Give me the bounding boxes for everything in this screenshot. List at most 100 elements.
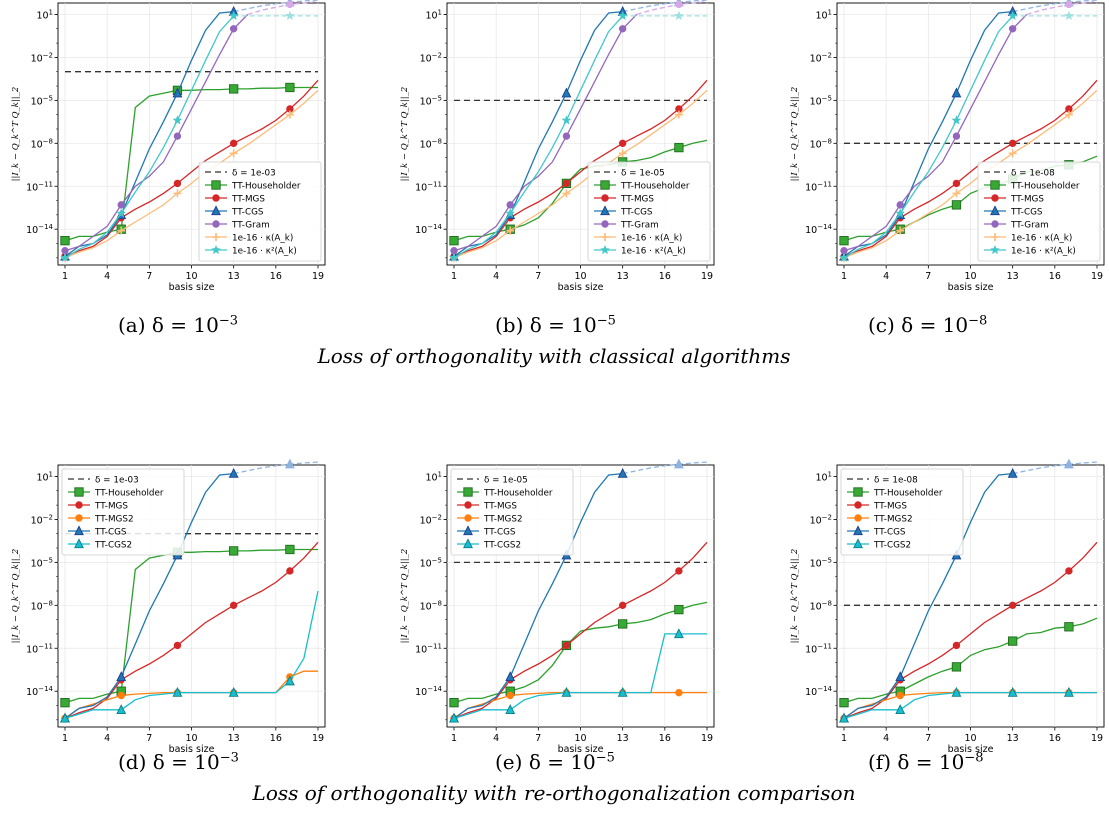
legend-label-householder: TT-Householder — [483, 489, 553, 499]
legend-box — [587, 161, 711, 262]
series-line-cgs — [843, 472, 1013, 719]
chart-panel-3: 1 4 7 10 13 16 19 10−14 10−11 10−8 10−5 10−2 101 basi… — [790, 0, 1105, 293]
data-point-mgs — [173, 179, 182, 188]
data-point-cgs2 — [228, 686, 239, 697]
legend-box — [977, 161, 1101, 262]
data-point-mgs — [562, 641, 571, 650]
x-tick-label: 13 — [228, 271, 240, 282]
series-line-gram — [453, 14, 638, 252]
data-point-cgs — [951, 87, 962, 98]
data-point-cgs — [116, 671, 127, 682]
series-line-mgs — [453, 79, 708, 258]
data-point-gram — [1065, 0, 1073, 9]
y-tick-label: 10−5 — [810, 556, 832, 569]
data-point-householder — [839, 236, 849, 246]
data-point-cgs2 — [172, 686, 183, 697]
legend-label-mgs: TT-MGS — [231, 195, 265, 205]
caption-f-delta: δ = 10 — [897, 750, 965, 774]
data-point-cgs — [895, 671, 906, 682]
legend-box — [450, 468, 574, 556]
x-tick-label: 16 — [1049, 271, 1061, 282]
data-point-mgs — [562, 179, 571, 188]
caption-d-label: (d) — [118, 750, 147, 774]
x-tick-label: 19 — [1091, 733, 1103, 744]
data-point-kappa — [285, 110, 294, 119]
data-point-householder — [839, 698, 849, 708]
legend-label-kappa2: 1e-16 · κ²(A_k) — [1011, 247, 1076, 257]
data-point-mgs — [952, 179, 961, 188]
data-point-kappa2 — [284, 10, 295, 21]
data-point-householder — [449, 698, 459, 708]
data-point-householder — [285, 544, 295, 555]
caption-c: (c) δ = 10−8 — [868, 313, 987, 337]
x-tick-label: 19 — [701, 271, 713, 282]
legend-label-kappa: 1e-16 · κ(A_k) — [621, 234, 682, 244]
legend-marker-householder — [600, 180, 610, 190]
caption-e: (e) δ = 10−5 — [495, 750, 615, 774]
caption-e-label: (e) — [495, 750, 523, 774]
y-tick-label: 10−11 — [805, 180, 832, 193]
legend-marker-mgs — [601, 194, 609, 202]
legend-label-cgs2: TT-CGS2 — [873, 541, 911, 551]
legend-label-cgs2: TT-CGS2 — [94, 541, 132, 551]
data-point-kappa2 — [60, 252, 70, 263]
x-tick-label: 4 — [104, 733, 110, 744]
legend-marker-mgs2 — [75, 514, 83, 522]
data-point-kappa2 — [673, 10, 684, 21]
y-tick-label: 10−11 — [26, 180, 53, 193]
data-point-kappa — [618, 149, 627, 158]
legend-label-householder: TT-Householder — [1010, 182, 1080, 192]
x-tick-label: 4 — [493, 733, 499, 744]
data-point-kappa — [117, 226, 126, 235]
caption-e-exp: −5 — [595, 750, 615, 766]
data-point-kappa — [896, 226, 905, 235]
x-axis-label: basis size — [558, 282, 604, 293]
group-title-reorth: Loss of orthogonality with re-orthogonal… — [252, 781, 856, 805]
legend: δ = 1e-03 TT-Householder TT-MGS TT-MGS2 TT-C… — [61, 468, 185, 556]
data-point-kappa2 — [505, 208, 516, 218]
data-point-gram — [229, 25, 238, 33]
data-point-mgs — [675, 567, 683, 575]
legend-label-kappa2: 1e-16 · κ²(A_k) — [621, 247, 686, 257]
series-line-dashed-cgs — [233, 461, 319, 475]
legend-marker-householder — [990, 180, 1000, 190]
data-point-kappa2 — [895, 208, 906, 218]
caption-e-delta: δ = 10 — [528, 750, 596, 774]
data-point-cgs2 — [116, 704, 127, 714]
data-point-kappa2 — [839, 252, 849, 263]
legend-label-delta: δ = 1e-05 — [484, 476, 528, 486]
legend: δ = 1e-05 TT-Householder TT-MGS TT-MGS2 TT-C… — [450, 468, 574, 556]
x-tick-label: 13 — [1007, 733, 1019, 744]
data-point-mgs — [229, 139, 238, 148]
legend-marker-kappa2 — [211, 244, 221, 255]
legend-marker-cgs2 — [463, 538, 473, 549]
legend-marker-kappa2 — [990, 244, 1000, 255]
x-tick-label: 7 — [535, 733, 541, 744]
legend-marker-householder — [853, 487, 863, 497]
data-point-householder — [951, 200, 962, 210]
data-point-householder — [951, 662, 962, 672]
x-axis-label: basis size — [948, 744, 994, 755]
legend-label-householder: TT-Householder — [873, 489, 943, 499]
x-tick-label: 16 — [270, 271, 282, 282]
y-axis-label: ||I_k − Q_k^T Q_k||_2 — [400, 87, 410, 182]
x-axis-label: basis size — [948, 282, 994, 293]
x-tick-label: 1 — [62, 733, 68, 744]
series-line-cgs2 — [453, 633, 707, 720]
caption-a-exp: −3 — [218, 313, 239, 329]
y-tick-label: 101 — [425, 470, 442, 483]
series-line-mgs — [843, 79, 1098, 258]
data-point-gram — [675, 0, 683, 9]
y-tick-label: 10−14 — [26, 223, 53, 236]
legend: δ = 1e-05 TT-Householder TT-MGS TT-CGS TT-Gr… — [587, 161, 711, 262]
y-tick-label: 10−5 — [420, 94, 442, 107]
data-point-cgs2 — [561, 686, 572, 697]
data-point-gram — [286, 0, 294, 9]
legend-marker-cgs — [211, 205, 221, 216]
y-tick-label: 10−5 — [810, 94, 832, 107]
y-tick-label: 10−11 — [415, 642, 442, 655]
y-tick-label: 101 — [815, 470, 832, 483]
caption-c-exp: −8 — [968, 313, 988, 329]
legend-marker-kappa — [991, 233, 999, 241]
legend-marker-kappa — [601, 233, 609, 241]
